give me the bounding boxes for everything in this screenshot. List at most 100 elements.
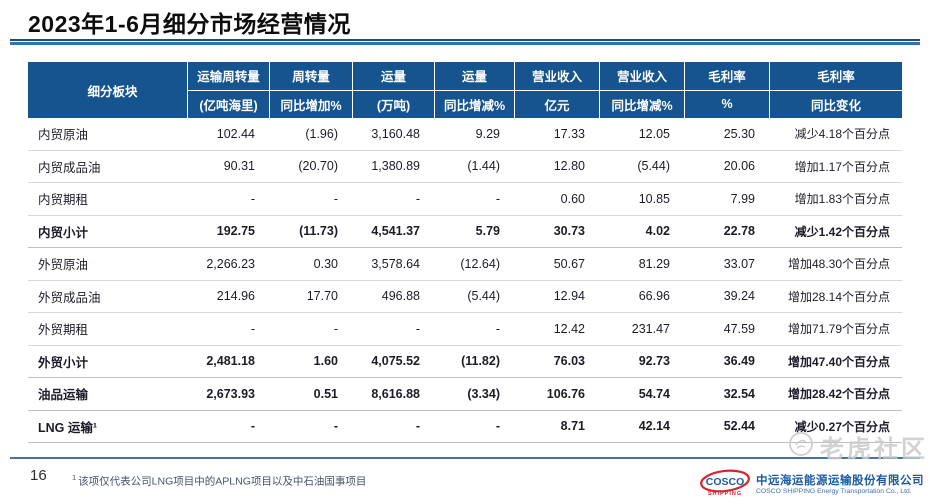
header-revenue-yoy: 营业收入 同比增减% xyxy=(600,62,685,118)
header-label: 周转量 xyxy=(270,62,352,91)
watermark-text: 老虎社区 xyxy=(820,436,928,463)
table-cell: 2,481.18 xyxy=(206,354,255,369)
table-cell: 增加1.17个百分点 xyxy=(794,159,890,174)
table-cell: 36.49 xyxy=(723,354,755,369)
header-unit: (万吨) xyxy=(376,98,411,113)
table-cell: 0.30 xyxy=(313,256,338,271)
table-cell: (11.73) xyxy=(299,224,338,239)
footnote: 1 该项仅代表公司LNG项目中的APLNG项目以及中石油国事项目 xyxy=(72,473,366,489)
header-unit: (亿吨海里) xyxy=(199,98,258,113)
header-label: 毛利率 xyxy=(770,62,902,91)
table-cell: 8.71 xyxy=(560,419,585,434)
table-cell: - xyxy=(250,419,255,434)
table-cell: 192.75 xyxy=(216,224,255,239)
table-cell: (11.82) xyxy=(461,354,500,369)
bottom-divider xyxy=(10,457,920,459)
table-cell: 50.67 xyxy=(553,256,585,271)
table-cell: 32.54 xyxy=(723,386,755,401)
table-row: 内贸原油 102.44 (1.96) 3,160.48 9.29 17.33 12.05 25… xyxy=(28,118,902,151)
table-cell: 12.94 xyxy=(553,289,585,304)
table-row: 外贸原油 2,266.23 0.30 3,578.64 (12.64) 50.67 81.2… xyxy=(28,248,902,281)
table-cell: 52.44 xyxy=(723,419,755,434)
table-cell: 22.78 xyxy=(723,224,755,239)
table-row: 外贸期租 - - - - 12.42 231.47 47.59 增加71.79个百分点 xyxy=(28,313,902,346)
table-cell: 47.59 xyxy=(723,321,755,336)
table-cell: 4,541.37 xyxy=(371,224,420,239)
row-label: 外贸小计 xyxy=(38,355,89,370)
table-cell: - xyxy=(415,321,420,336)
table-cell: - xyxy=(495,321,500,336)
table-cell: 增加47.40个百分点 xyxy=(787,354,890,369)
row-label: 外贸原油 xyxy=(38,258,89,273)
footnote-text: 该项仅代表公司LNG项目中的APLNG项目以及中石油国事项目 xyxy=(78,475,367,488)
header-unit: 同比增加% xyxy=(280,98,342,113)
table-cell: 3,578.64 xyxy=(371,256,420,271)
table-cell: 54.74 xyxy=(638,386,670,401)
table-cell: - xyxy=(333,419,338,434)
tiger-community-icon xyxy=(788,431,814,462)
table-cell: (12.64) xyxy=(460,256,500,271)
table-row: 内贸成品油 90.31 (20.70) 1,380.89 (1.44) 12.80 (5.4… xyxy=(28,151,902,183)
table-cell: 90.31 xyxy=(223,159,255,174)
table-cell: (5.44) xyxy=(467,289,500,304)
table-cell: 减少1.42个百分点 xyxy=(794,224,890,239)
table-cell: 减少4.18个百分点 xyxy=(794,127,890,142)
header-margin: 毛利率 % xyxy=(685,62,770,118)
table-cell: (5.44) xyxy=(637,159,670,174)
page-title: 2023年1-6月细分市场经营情况 xyxy=(28,11,351,37)
header-label: 营业收入 xyxy=(600,62,684,91)
row-label: 外贸期租 xyxy=(38,323,89,338)
company-logo: COSCO SHIPPING 中远海运能源运输股份有限公司 COSCO SHIP… xyxy=(699,468,924,503)
header-label: 运量 xyxy=(435,62,514,91)
table-body: 内贸原油 102.44 (1.96) 3,160.48 9.29 17.33 12.05 25… xyxy=(28,118,902,443)
table-cell: 92.73 xyxy=(638,354,670,369)
table-cell: 17.70 xyxy=(306,289,338,304)
table-cell: 4.02 xyxy=(645,224,670,239)
table-cell: 66.96 xyxy=(638,289,670,304)
svg-text:COSCO: COSCO xyxy=(706,476,745,488)
table-cell: 39.24 xyxy=(723,289,755,304)
watermark: 老虎社区 xyxy=(788,429,928,464)
company-name-en: COSCO SHIPPING Energy Transportation Co.… xyxy=(756,488,912,496)
header-volume: 运量 (万吨) xyxy=(353,62,435,118)
header-unit: 同比变化 xyxy=(810,98,861,113)
row-label: 内贸小计 xyxy=(38,225,89,240)
table-cell: (1.44) xyxy=(467,159,500,174)
table-cell: - xyxy=(333,321,338,336)
row-label: 内贸期租 xyxy=(38,193,89,208)
table-cell: 42.14 xyxy=(638,419,670,434)
table-cell: 0.60 xyxy=(560,191,585,206)
table-cell: 102.44 xyxy=(216,126,255,141)
table-cell: 12.42 xyxy=(553,321,585,336)
header-unit: 同比增减% xyxy=(443,98,506,113)
table-cell: (3.34) xyxy=(467,386,500,401)
table-cell: - xyxy=(333,191,338,206)
table-cell: 1,380.89 xyxy=(371,159,420,174)
cosco-shipping-logo-icon: COSCO SHIPPING xyxy=(699,468,751,503)
table-cell: 33.07 xyxy=(723,256,755,271)
table-cell: 减少0.27个百分点 xyxy=(794,419,890,434)
table-cell: 增加71.79个百分点 xyxy=(787,322,890,337)
row-label: 内贸原油 xyxy=(38,128,89,143)
market-segments-table: 细分板块 运输周转量 (亿吨海里) 周转量 同比增加% 运量 (万吨) 运量 同… xyxy=(28,62,902,443)
header-margin-yoy: 毛利率 同比变化 xyxy=(770,62,902,118)
table-cell: 214.96 xyxy=(216,289,255,304)
row-label: LNG 运输¹ xyxy=(38,420,98,435)
table-cell: 12.80 xyxy=(553,159,585,174)
table-cell: - xyxy=(250,191,255,206)
table-cell: 20.06 xyxy=(723,159,755,174)
table-cell: 9.29 xyxy=(475,126,500,141)
table-row: 外贸小计 2,481.18 1.60 4,075.52 (11.82) 76.03 92.7… xyxy=(28,346,902,378)
header-turnover: 运输周转量 (亿吨海里) xyxy=(188,62,270,118)
table-row: 外贸成品油 214.96 17.70 496.88 (5.44) 12.94 66.96 39… xyxy=(28,281,902,313)
footnote-marker: 1 xyxy=(72,473,77,482)
header-label: 营业收入 xyxy=(515,62,599,91)
row-label: 内贸成品油 xyxy=(38,160,101,175)
table-cell: 30.73 xyxy=(553,224,585,239)
header-label: 运量 xyxy=(353,62,434,91)
table-cell: 2,266.23 xyxy=(206,256,255,271)
table-row: 内贸小计 192.75 (11.73) 4,541.37 5.79 30.73 4.02 22… xyxy=(28,216,902,248)
table-cell: 25.30 xyxy=(723,126,755,141)
header-label: 细分板块 xyxy=(87,84,138,99)
table-cell: 增加28.14个百分点 xyxy=(787,289,890,304)
